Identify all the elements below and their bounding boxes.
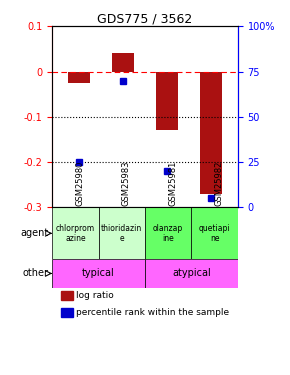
Text: typical: typical [82,268,115,279]
Bar [112,53,134,72]
Title: GDS775 / 3562: GDS775 / 3562 [97,12,193,25]
FancyBboxPatch shape [99,207,145,259]
Text: olanzap
ine: olanzap ine [153,224,183,243]
Text: agent: agent [20,228,49,238]
Text: GSM25981: GSM25981 [168,161,177,206]
FancyBboxPatch shape [52,207,99,259]
Bar [68,72,90,83]
FancyBboxPatch shape [145,207,191,259]
Text: chlorprom
azine: chlorprom azine [56,224,95,243]
FancyBboxPatch shape [191,207,238,259]
Text: thioridazin
e: thioridazin e [101,224,142,243]
Text: log ratio: log ratio [76,291,114,300]
Text: other: other [23,268,49,279]
FancyBboxPatch shape [145,259,238,288]
Bar [200,72,222,194]
Bar [61,291,72,300]
FancyBboxPatch shape [52,259,145,288]
Bar [156,72,178,130]
Text: GSM25980: GSM25980 [75,161,84,206]
Text: percentile rank within the sample: percentile rank within the sample [76,308,229,317]
Bar [61,308,72,317]
Text: GSM25982: GSM25982 [215,161,224,206]
Text: GSM25983: GSM25983 [122,161,131,206]
Text: quetiapi
ne: quetiapi ne [199,224,231,243]
Text: atypical: atypical [172,268,211,279]
